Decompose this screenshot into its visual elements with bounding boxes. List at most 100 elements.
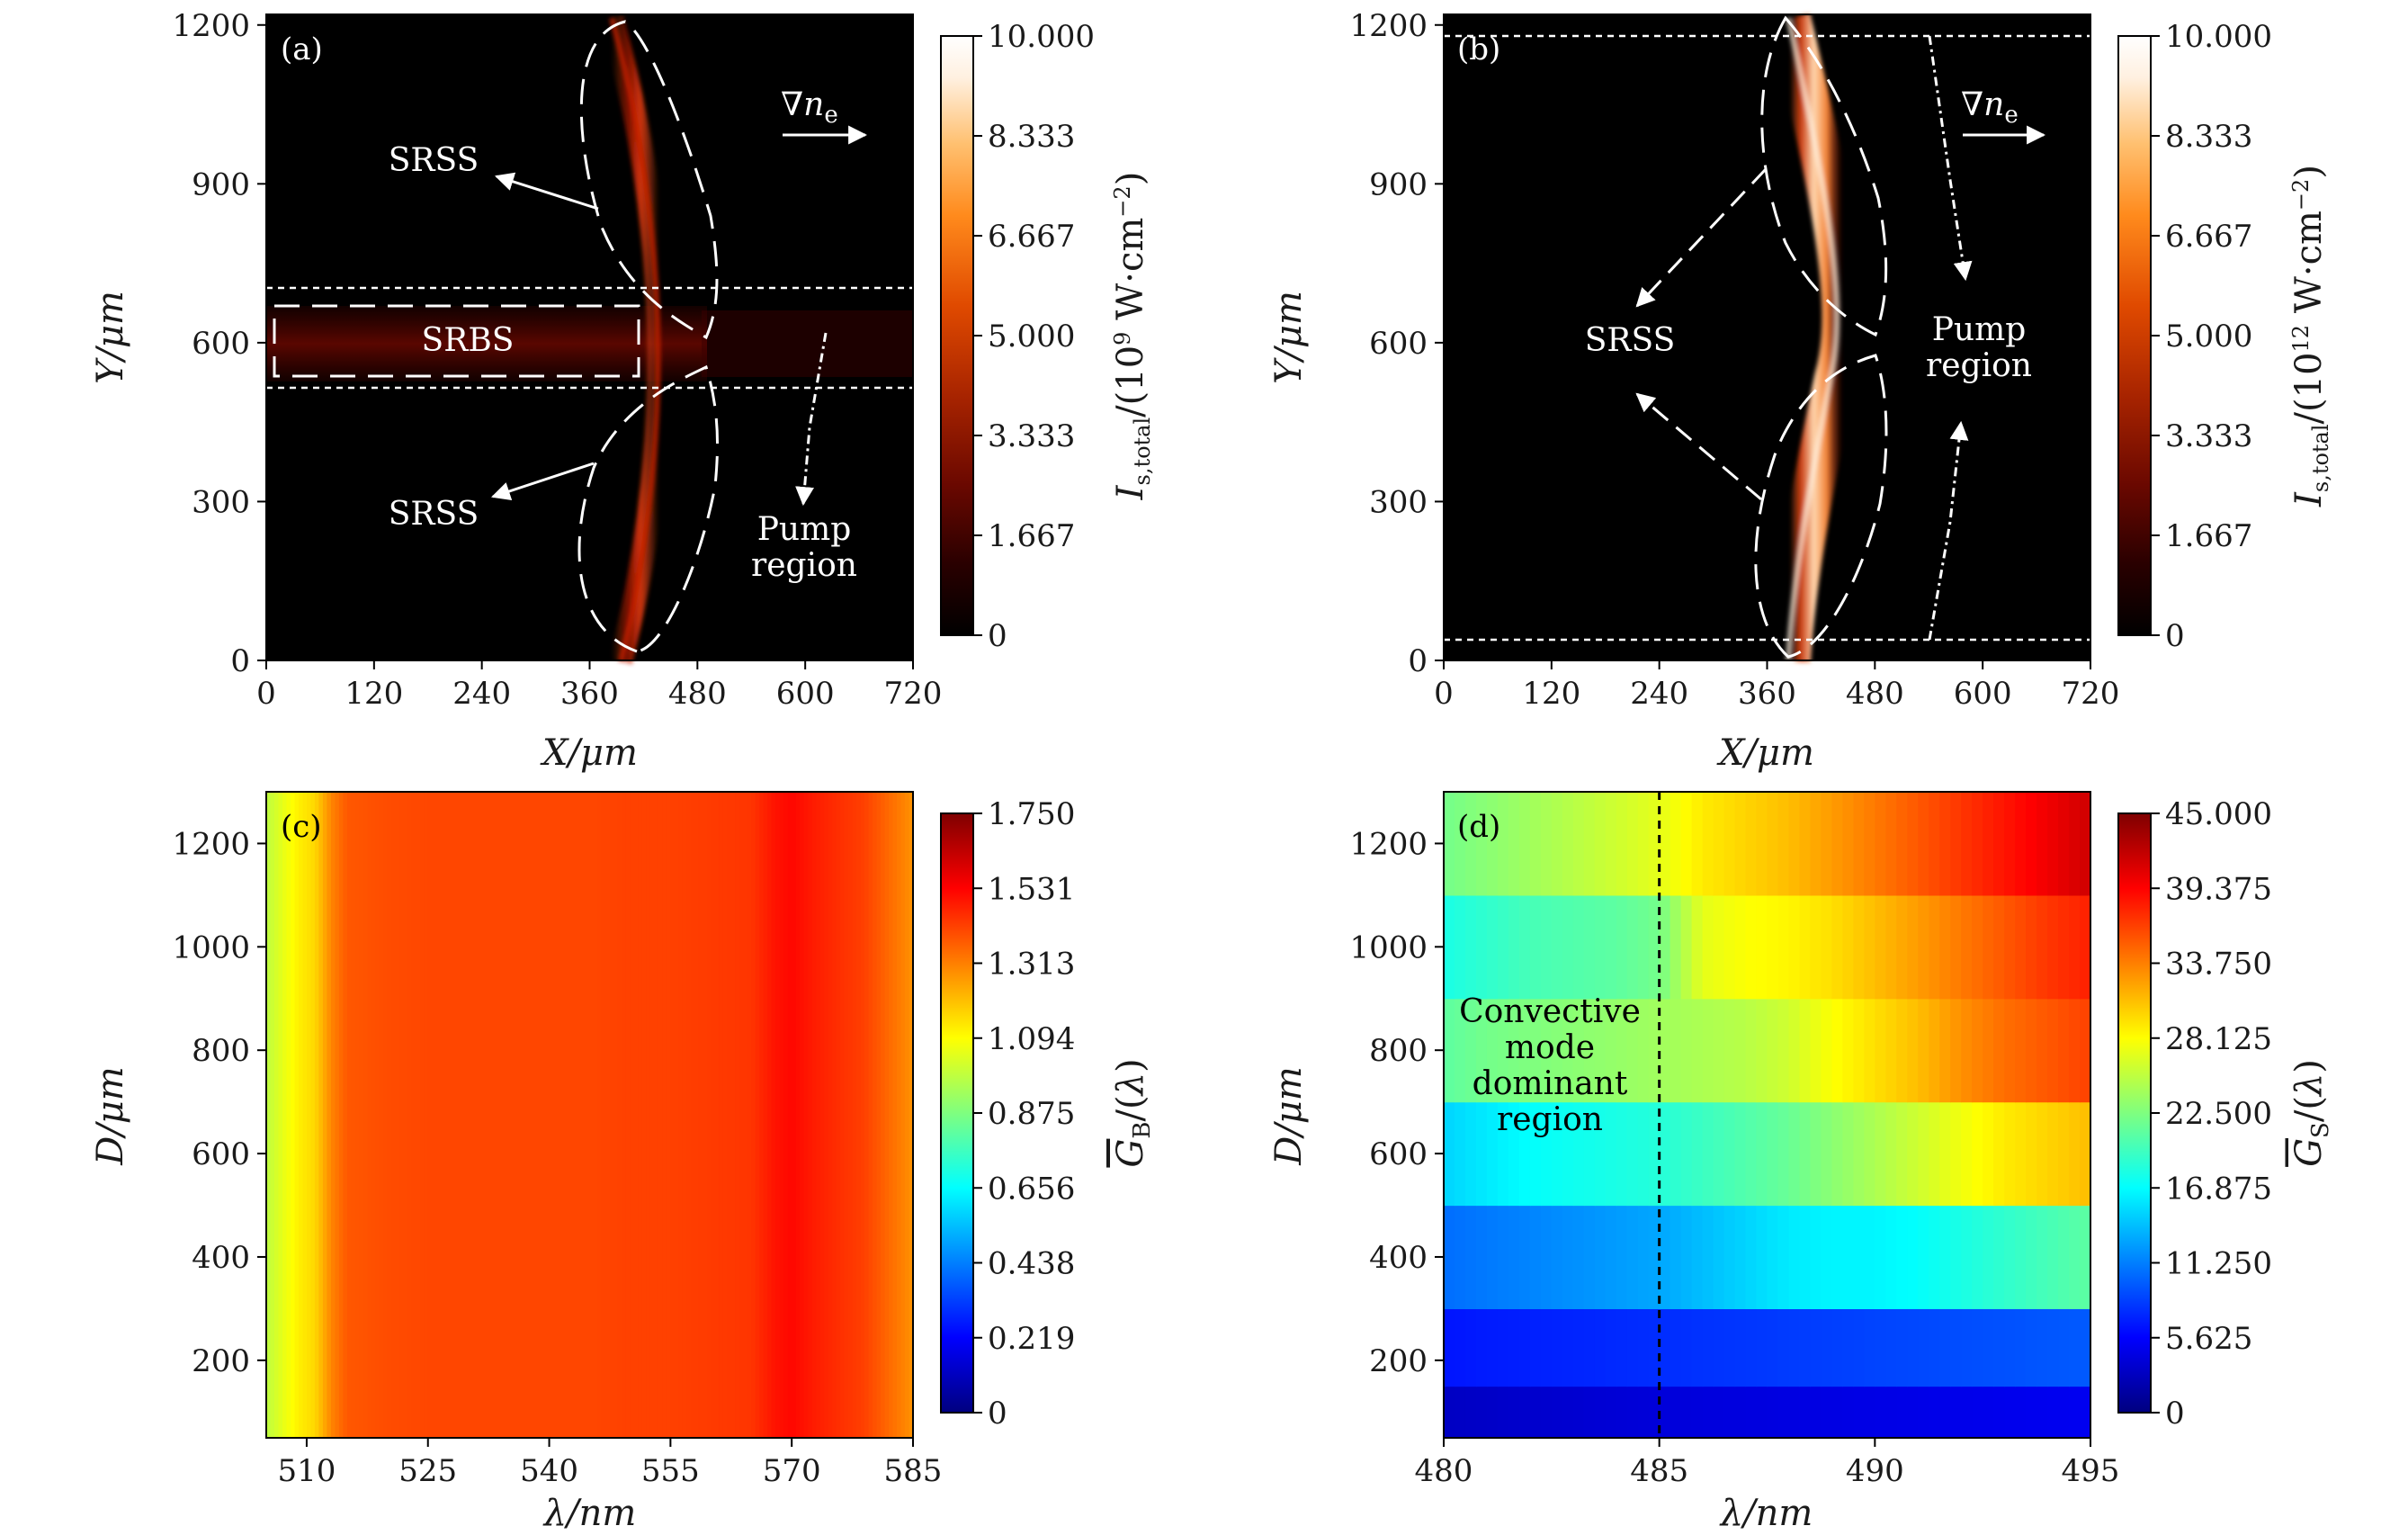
panel-d-heat-cell xyxy=(1680,1101,1693,1207)
panel-d-heat-cell xyxy=(1572,1386,1585,1439)
panel-c-heat-column xyxy=(609,792,615,1438)
panel-c-heat-column xyxy=(711,792,716,1438)
panel-c-heat-column xyxy=(327,792,332,1438)
panel-c-heat-column xyxy=(703,792,708,1438)
panel-d-heat-cell xyxy=(1896,1308,1908,1387)
panel-c-heat-column xyxy=(795,792,801,1438)
panel-a-xtick-label: 360 xyxy=(560,676,619,712)
panel-d-heat-cell xyxy=(1918,1101,1929,1207)
panel-c-heat-column xyxy=(533,792,538,1438)
panel-d-heat-cell xyxy=(1464,1386,1477,1439)
panel-c-heat-column xyxy=(298,792,304,1438)
panel-d-heat-cell xyxy=(1821,998,1832,1103)
panel-d-heat-cell xyxy=(1993,1386,2005,1439)
panel-c-heat-column xyxy=(905,792,910,1438)
panel-d-heat-cell xyxy=(1972,1308,1983,1387)
panel-d-heat-cell xyxy=(1583,998,1596,1103)
panel-d-heat-cell xyxy=(1723,1386,1736,1439)
panel-d-heat-cell xyxy=(1529,894,1542,1000)
panel-d-heat-cell xyxy=(1821,1205,1832,1309)
panel-d-heat-cell xyxy=(1788,1205,1801,1309)
panel-a-colorbar xyxy=(940,35,974,636)
panel-c-colorbar-bar xyxy=(940,812,974,1414)
panel-d-colorbar-tick-label: 0 xyxy=(2165,1396,2185,1432)
panel-b-ytick-label: 1200 xyxy=(1349,8,1428,44)
panel-d-heat-cell xyxy=(1993,894,2005,1000)
panel-d-heat-cell xyxy=(1864,792,1875,896)
panel-d-heat-cell xyxy=(1983,998,1994,1103)
panel-c-colorbar xyxy=(940,812,974,1414)
panel-a-gradient-label: ∇ne xyxy=(781,86,838,129)
panel-d-heat-cell xyxy=(1518,894,1531,1000)
panel-c-heat-column xyxy=(448,792,453,1438)
panel-b-xtick-label: 720 xyxy=(2062,676,2120,712)
panel-d-heat-cell xyxy=(1605,1386,1617,1439)
panel-c-heat-column xyxy=(686,792,692,1438)
panel-d-heat-cell xyxy=(1810,792,1822,896)
panel-c-heat-column xyxy=(848,792,854,1438)
panel-c-heat-column xyxy=(290,792,296,1438)
panel-d-heat-cell xyxy=(1885,998,1897,1103)
panel-d-heat-cell xyxy=(1540,1205,1553,1309)
panel-d-heat-cell xyxy=(2069,1386,2081,1439)
panel-d-heat-cell xyxy=(1486,792,1499,896)
panel-d-heat-cell xyxy=(1454,998,1466,1103)
panel-d-heat-cell xyxy=(1842,1205,1854,1309)
panel-b-xtick-label: 360 xyxy=(1738,676,1796,712)
panel-d-heat-cell xyxy=(1572,1308,1585,1387)
panel-d-heat-cell xyxy=(1518,1386,1531,1439)
panel-d-heat-cell xyxy=(2069,1101,2081,1207)
panel-d-heat-cell xyxy=(1454,894,1466,1000)
panel-d-ytick-label: 800 xyxy=(1369,1033,1428,1069)
panel-c-heat-column xyxy=(351,792,356,1438)
panel-c-heat-column xyxy=(775,792,781,1438)
panel-d-heat-cell xyxy=(1961,792,1973,896)
panel-c-heat-column xyxy=(593,792,599,1438)
panel-c-ytick-label: 600 xyxy=(192,1136,250,1172)
panel-d-heat-cell xyxy=(1616,792,1628,896)
panel-d-heat-cell xyxy=(1788,1101,1801,1207)
panel-d-heat-cell xyxy=(2047,894,2059,1000)
panel-d-heat-cell xyxy=(2069,1205,2081,1309)
panel-d-heat-cell xyxy=(2058,1386,2070,1439)
panel-d-heat-cell xyxy=(1518,1308,1531,1387)
panel-d-heat-cell xyxy=(1669,792,1682,896)
panel-c-heat-column xyxy=(508,792,514,1438)
panel-c-heat-column xyxy=(852,792,857,1438)
panel-d-heat-cell xyxy=(1983,894,1994,1000)
panel-d-colorbar-tick-label: 39.375 xyxy=(2165,871,2272,907)
panel-d-heat-cell xyxy=(1637,1386,1650,1439)
panel-b-pump-label-1: Pump xyxy=(1932,311,2027,348)
axis-labels: X/μm X/μm λ/nm λ/nm Y/μm Y/μm D/μm D/μm xyxy=(90,291,1814,1534)
panel-c-heatmap xyxy=(266,792,914,1438)
panel-d-ytick-label: 1000 xyxy=(1349,929,1428,965)
panel-d-heat-cell xyxy=(1745,1101,1758,1207)
panel-c-heat-column xyxy=(755,792,760,1438)
panel-d-heat-cell xyxy=(1454,1205,1466,1309)
panel-c-heat-column xyxy=(472,792,478,1438)
panel-d-heat-cell xyxy=(1799,1205,1812,1309)
panel-d-colorbar-tick-label: 16.875 xyxy=(2165,1171,2272,1207)
panel-d-heat-cell xyxy=(1950,1205,1962,1309)
panel-c-heat-column xyxy=(391,792,397,1438)
panel-d-heat-cell xyxy=(1734,1205,1747,1309)
panel-a-ytick-label: 600 xyxy=(192,326,250,362)
ticks-layer: 0 120 240 360 480 600 7200300600900120001.6673… xyxy=(172,8,2272,1489)
panel-c-colorbar-tick-label: 0.219 xyxy=(988,1321,1075,1357)
panel-d-heat-cell xyxy=(1540,792,1553,896)
panel-c-heat-column xyxy=(541,792,546,1438)
panel-c-label: (c) xyxy=(281,809,322,845)
panel-c-heat-column xyxy=(714,792,720,1438)
panel-d-heat-cell xyxy=(1648,1101,1661,1207)
panel-c-colorbar-tick-label: 1.094 xyxy=(988,1021,1075,1057)
panel-d-heat-cell xyxy=(1562,998,1574,1103)
panel-d-heat-cell xyxy=(1529,1308,1542,1387)
panel-c-heat-column xyxy=(779,792,784,1438)
panel-d-region-label: Convective mode dominant region xyxy=(1459,993,1641,1138)
panel-d-heat-cell xyxy=(1637,792,1650,896)
panel-d-heat-cell xyxy=(1605,1101,1617,1207)
panel-c-heat-column xyxy=(719,792,724,1438)
panel-c-xtick-label: 525 xyxy=(398,1453,457,1489)
panel-d-heat-cell xyxy=(1464,792,1477,896)
panel-b-colorbar-tick-label: 1.667 xyxy=(2165,518,2252,554)
